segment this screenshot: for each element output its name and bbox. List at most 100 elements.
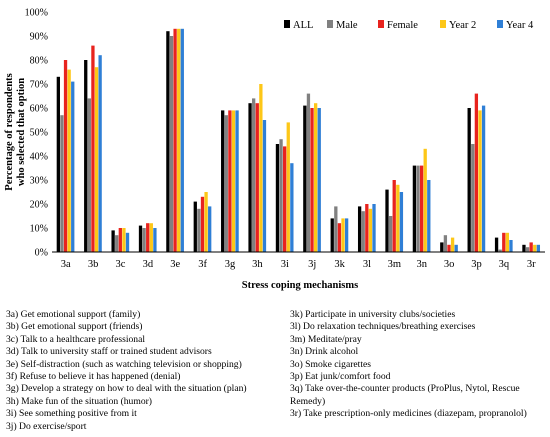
x-tick-label: 3a <box>61 259 71 270</box>
bar-3b-female <box>91 45 95 252</box>
bar-3e-female <box>173 28 177 252</box>
bar-3r-male <box>525 247 530 252</box>
bar-3f-male <box>197 208 201 252</box>
bar-3h-male <box>252 98 256 253</box>
key-item-3k: 3k) Participate in university clubs/soci… <box>290 309 456 320</box>
bar-3r-female <box>529 242 533 252</box>
key-item-3d: 3d) Talk to university staff or trained … <box>6 346 212 358</box>
x-tick-label: 3b <box>88 259 99 270</box>
key-item-3a: 3a) Get emotional support (family) <box>6 309 141 320</box>
key-item-3l: 3l) Do relaxation techniques/breathing e… <box>290 321 476 333</box>
key-item-3c: 3c) Talk to a healthcare professional <box>6 333 146 345</box>
bar-3g-female <box>228 110 232 253</box>
bar-3i-all <box>275 144 280 252</box>
x-tick-label: 3q <box>499 259 510 270</box>
bar-3g-year-2 <box>231 110 236 253</box>
bar-3e-male <box>169 36 174 252</box>
bar-3e-all <box>166 31 170 253</box>
legend-swatch <box>284 20 290 28</box>
bar-3k-year-4 <box>344 218 349 252</box>
y-tick-label: 60% <box>30 104 48 115</box>
x-tick-label: 3h <box>252 259 263 270</box>
bar-3e-year-2 <box>177 28 181 252</box>
key-item-3p: 3p) Eat junk/comfort food <box>290 371 391 383</box>
bar-3n-female <box>419 165 424 252</box>
bar-3c-all <box>111 230 115 252</box>
bar-3o-all <box>440 242 444 252</box>
y-tick-label: 30% <box>30 176 48 187</box>
bar-3m-all <box>385 189 389 252</box>
bar-3h-year-2 <box>259 84 263 252</box>
bar-3c-year-4 <box>125 232 130 252</box>
key-item-3f: 3f) Refuse to believe it has happened (d… <box>6 371 181 383</box>
bar-3i-year-4 <box>290 163 294 252</box>
legend-item-all: ALL <box>284 20 313 31</box>
x-axis-label: Stress coping mechanisms <box>242 280 358 291</box>
bar-3n-year-4 <box>427 180 431 252</box>
bar-3a-year-4 <box>71 81 75 252</box>
key-left-column: 3a) Get emotional support (family) 3b) G… <box>6 309 286 433</box>
x-tick-label: 3k <box>334 259 345 270</box>
legend-item-male: Male <box>327 20 358 31</box>
bar-3b-all <box>84 60 88 252</box>
x-tick-label: 3r <box>527 259 536 270</box>
bar-3k-female <box>337 223 342 252</box>
bar-3d-female <box>146 223 150 252</box>
x-tick-label: 3p <box>471 259 482 270</box>
bar-3q-all <box>494 237 499 252</box>
bar-3h-all <box>248 103 252 252</box>
legend-swatch <box>378 20 384 28</box>
legend-label: Year 2 <box>449 20 476 31</box>
key-right-column: 3k) Participate in university clubs/soci… <box>290 309 548 421</box>
x-tick-label: 3m <box>388 259 401 270</box>
bar-3a-all <box>56 76 60 252</box>
bar-3g-all <box>221 110 225 253</box>
bar-3n-male <box>416 165 420 252</box>
key-item-3q: 3q) Take over-the-counter products (ProP… <box>290 383 520 407</box>
y-tick-label: 100% <box>25 8 48 19</box>
bar-3l-female <box>365 204 369 252</box>
bar-3o-year-2 <box>450 237 455 252</box>
bar-3n-all <box>412 165 417 252</box>
bar-3c-year-2 <box>122 228 126 252</box>
bar-3c-female <box>118 228 122 252</box>
x-tick-label: 3g <box>225 259 236 270</box>
bar-3b-year-4 <box>98 55 102 253</box>
x-tick-label: 3j <box>308 259 316 270</box>
bar-3d-all <box>138 225 143 252</box>
bar-3m-year-2 <box>396 184 400 252</box>
bar-3c-male <box>115 235 119 252</box>
key-item-3b: 3b) Get emotional support (friends) <box>6 321 143 333</box>
bar-3q-year-4 <box>509 240 513 252</box>
y-axis-ticks: 0% 10% 20% 30% 40% 50% 60% 70% 80% 90% 100% <box>25 8 48 259</box>
bar-3f-year-2 <box>204 192 208 252</box>
bar-3q-male <box>498 249 502 252</box>
bar-3p-male <box>471 144 475 252</box>
y-tick-label: 20% <box>30 200 48 211</box>
bar-3h-year-4 <box>262 120 267 252</box>
y-axis-label: Percentage of respondentswho selected th… <box>4 73 27 190</box>
bar-3i-year-2 <box>286 122 290 253</box>
key-item-3n: 3n) Drink alcohol <box>290 346 359 358</box>
bar-3q-year-2 <box>505 232 510 252</box>
bar-3l-year-4 <box>372 204 376 252</box>
bar-3d-year-4 <box>153 228 157 252</box>
x-axis-ticks: 3a 3b 3c 3d 3e 3f 3g 3h 3i 3j 3k 3l 3m 3n 3o 3p 3q 3r <box>61 259 536 270</box>
bar-3p-all <box>467 108 471 252</box>
bar-3b-male <box>87 98 91 253</box>
bar-3h-female <box>255 103 259 252</box>
key-item-3e: 3e) Self-distraction (such as watching t… <box>6 358 242 370</box>
y-tick-label: 70% <box>30 80 48 91</box>
bar-3k-male <box>334 206 338 252</box>
legend-item-female: Female <box>378 20 418 31</box>
y-tick-label: 40% <box>30 152 48 163</box>
bar-3b-year-2 <box>94 67 99 252</box>
y-tick-label: 10% <box>30 224 48 235</box>
bar-3a-female <box>63 60 68 252</box>
bar-3m-female <box>392 180 396 252</box>
legend-label: Male <box>336 20 358 31</box>
bar-3j-year-4 <box>317 108 321 252</box>
bar-3r-year-4 <box>536 244 541 252</box>
bar-3d-year-2 <box>149 223 153 252</box>
y-tick-label: 50% <box>30 128 48 139</box>
